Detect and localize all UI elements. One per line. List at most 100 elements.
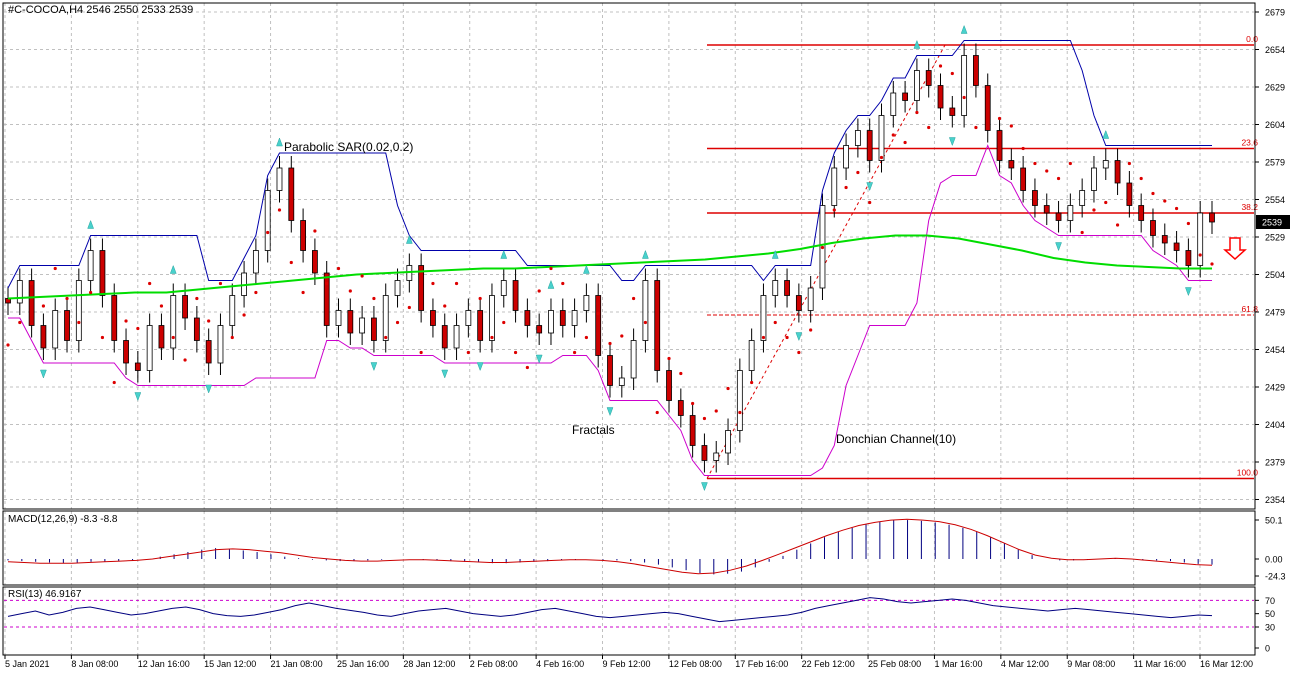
bear-candle [312, 250, 318, 274]
bear-candle [1032, 190, 1038, 206]
fractal-down-icon [948, 137, 956, 147]
parabolic-sar-dot [844, 185, 848, 190]
fractal-up-icon [1102, 129, 1110, 139]
bull-candle [878, 115, 885, 161]
parabolic-sar-dot [301, 290, 305, 295]
bear-candle [158, 325, 165, 349]
bear-candle [1020, 167, 1027, 191]
parabolic-sar-dot [207, 319, 211, 323]
parabolic-sar-dot [938, 64, 943, 68]
parabolic-sar-dot [1033, 161, 1037, 166]
time-tick-label: 12 Jan 16:00 [138, 659, 190, 669]
bear-candle [111, 295, 118, 341]
parabolic-sar-dot [962, 95, 966, 100]
bear-candle [795, 295, 802, 311]
fractal-up-icon [169, 264, 177, 274]
macd-label: MACD(12,26,9) -8.3 -8.8 [8, 514, 118, 525]
price-tick-label: 2629 [1265, 83, 1285, 93]
fractal-up-icon [276, 137, 283, 147]
parabolic-sar-dot [584, 335, 588, 340]
bear-candle [300, 220, 306, 251]
fractal-up-icon [405, 234, 413, 244]
parabolic-sar-dot [950, 71, 954, 76]
parabolic-sar-dot [1045, 169, 1049, 173]
parabolic-sar-dot [89, 290, 93, 295]
bear-candle [1008, 160, 1015, 169]
bear-candle [1161, 235, 1168, 244]
time-tick-label: 11 Mar 16:00 [1134, 659, 1186, 669]
bull-candle [736, 370, 743, 431]
price-tick-label: 2379 [1265, 458, 1285, 468]
bear-candle [984, 85, 991, 131]
parabolic-sar-dot [336, 266, 341, 271]
parabolic-sar-dot [18, 320, 22, 325]
parabolic-sar-dot [537, 289, 541, 293]
parabolic-sar-dot [478, 296, 482, 301]
bull-candle [583, 295, 590, 311]
parabolic-sar-dot [997, 116, 1002, 121]
fib-level-label: 23.6 [1241, 138, 1258, 148]
fractal-up-icon [771, 249, 779, 259]
time-tick-label: 8 Jan 08:00 [71, 659, 118, 669]
parabolic-sar-dot [372, 296, 376, 301]
fractal-up-icon [87, 219, 94, 229]
macd-tick-label: -24.3 [1265, 572, 1286, 582]
fib-trend-line [706, 44, 946, 479]
time-tick-label: 1 Mar 16:00 [934, 659, 982, 669]
bear-candle [1185, 250, 1192, 266]
parabolic-sar-dot [431, 281, 435, 286]
parabolic-sar-dot [773, 320, 777, 325]
bear-candle [607, 355, 613, 386]
bull-candle [807, 287, 814, 311]
parabolic-sar-dot [525, 365, 529, 370]
parabolic-sar-dot [1080, 230, 1084, 235]
bear-candle [866, 130, 873, 161]
price-tick-label: 2479 [1265, 308, 1285, 318]
parabolic-sar-dot [466, 350, 470, 355]
time-tick-label: 9 Feb 12:00 [603, 659, 651, 669]
bull-candle [725, 430, 731, 454]
parabolic-sar-dot [148, 281, 152, 286]
parabolic-sar-dot [41, 304, 46, 308]
bear-candle [134, 362, 141, 371]
price-tick-label: 2504 [1265, 270, 1285, 280]
price-tick-label: 2429 [1265, 383, 1285, 393]
bear-candle [937, 85, 944, 109]
parabolic-sar-dot [643, 320, 648, 325]
parabolic-sar-dot [903, 140, 907, 145]
fractal-down-icon [795, 332, 803, 342]
parabolic-sar-dot [1068, 161, 1072, 166]
time-tick-label: 25 Feb 08:00 [868, 659, 921, 669]
bull-candle [914, 70, 920, 101]
parabolic-sar-dot [254, 290, 258, 295]
bear-candle [654, 280, 661, 371]
parabolic-sar-dot [289, 260, 293, 265]
price-tick-label: 2354 [1265, 495, 1285, 505]
bear-candle [925, 70, 932, 86]
price-tick-label: 2604 [1265, 120, 1285, 130]
fractal-up-icon [960, 24, 968, 34]
price-tick-label: 2454 [1265, 345, 1285, 355]
chart-header: #C-COCOA,H4 2546 2550 2533 2539 [8, 4, 194, 16]
last-price-label: 2539 [1262, 218, 1282, 228]
price-tick-label: 2554 [1265, 195, 1285, 205]
bear-candle [595, 295, 602, 356]
fractal-down-icon [40, 369, 47, 379]
time-tick-label: 15 Jan 12:00 [204, 659, 256, 669]
bull-candle [217, 325, 224, 364]
fractal-up-icon [913, 39, 921, 49]
fractal-down-icon [205, 384, 213, 394]
parabolic-sar-dot [1056, 176, 1061, 181]
bull-candle [1102, 160, 1109, 169]
parabolic-sar-dot [750, 380, 754, 385]
price-tick-label: 2529 [1265, 233, 1285, 243]
parabolic-sar-dot [313, 229, 317, 233]
bull-candle [890, 92, 897, 116]
parabolic-sar-dot [242, 313, 246, 317]
parabolic-sar-dot [785, 335, 789, 340]
bull-candle [1067, 205, 1074, 221]
bull-candle [548, 310, 554, 334]
bear-candle [441, 325, 448, 349]
annotation-fractals: Fractals [572, 423, 615, 437]
